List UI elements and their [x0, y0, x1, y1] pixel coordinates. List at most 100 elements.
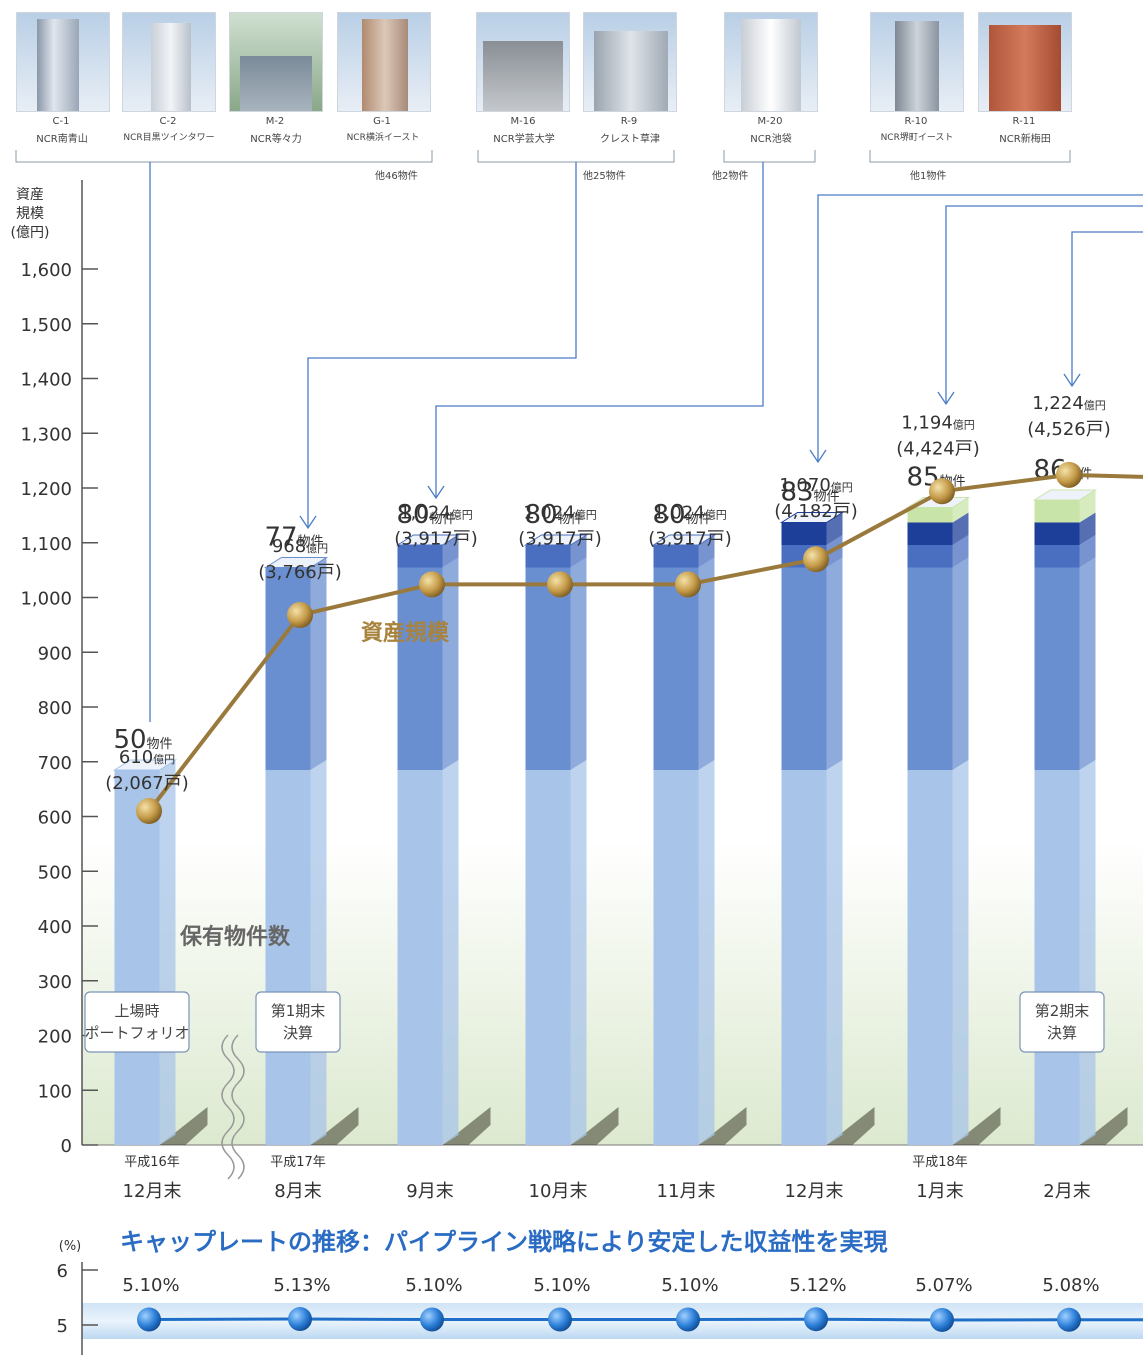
bar-side — [570, 760, 587, 1145]
axis-break — [231, 1034, 245, 1180]
cap-y-tick-label: 6 — [57, 1261, 68, 1282]
cap-rate-label: 5.12% — [789, 1275, 846, 1296]
cap-rate-point — [288, 1307, 312, 1332]
count-unit: 物件 — [430, 512, 456, 527]
others-count: 他1物件 — [910, 171, 947, 182]
unit-count-label: (3,917戸) — [518, 528, 602, 549]
bar-segment — [525, 567, 571, 770]
property-name: NCR南青山 — [36, 134, 88, 145]
data-labels: 610億円 (2,067戸) 968億円 (3,766戸) 1,024億円 (3,917戸… — [105, 393, 1111, 794]
period-callout — [255, 991, 341, 1053]
bar-side — [1079, 535, 1096, 568]
y-tick-label: 200 — [38, 1027, 72, 1048]
y-tick-label: 1,100 — [20, 534, 72, 555]
bar-side — [1079, 557, 1096, 770]
property-code: M-2 — [265, 116, 285, 127]
bar-side — [310, 557, 327, 770]
period-callout — [1019, 991, 1105, 1053]
bar-segment — [781, 522, 827, 545]
cap-rate-point — [420, 1307, 444, 1332]
y-axis-title: (億円) — [11, 225, 50, 241]
asset-unit: 億円 — [451, 508, 473, 521]
bar-side — [570, 535, 587, 568]
asset-point — [803, 546, 829, 573]
bar-top — [263, 557, 329, 568]
bar-segment — [907, 522, 953, 545]
others-count: 他2物件 — [712, 171, 749, 182]
asset-point — [547, 571, 573, 598]
period-callout-text: 上場時 — [114, 1002, 159, 1020]
others-count: 他25物件 — [583, 171, 626, 182]
period-month-label: 11月末 — [657, 1181, 716, 1202]
axis-break — [221, 1034, 235, 1180]
bar-side — [442, 535, 459, 568]
bar-segment — [907, 770, 953, 1145]
y-axis-title: 規模 — [16, 206, 44, 222]
period-callout-text: 決算 — [283, 1024, 313, 1042]
arrow-head — [1063, 373, 1081, 388]
bar-side — [826, 512, 843, 545]
others-count: 他46物件 — [375, 171, 418, 182]
asset-point — [929, 478, 955, 505]
cap-y-tick-label: 5 — [57, 1316, 68, 1337]
cap-rate-point — [930, 1307, 954, 1332]
cap-rate-point — [676, 1307, 700, 1332]
unit-count-label: (4,526戸) — [1027, 419, 1111, 440]
bar-segment — [907, 545, 953, 568]
property-code: M-16 — [510, 116, 536, 127]
property-brackets — [15, 150, 1071, 163]
bar-segment — [265, 567, 311, 770]
y-tick-label: 1,500 — [20, 315, 72, 336]
asset-unit: 億円 — [953, 418, 975, 431]
bar-segment — [265, 770, 311, 1145]
y-tick-label: 400 — [38, 917, 72, 938]
property-photo — [978, 12, 1072, 112]
cap-rate-label: 5.10% — [661, 1275, 718, 1296]
acquisition-arrows — [149, 162, 1143, 722]
y-tick-label: 700 — [38, 753, 72, 774]
property-code: G-1 — [373, 116, 391, 127]
acquisition-arrow — [945, 205, 1143, 404]
bar-side — [952, 535, 969, 568]
asset-point — [136, 798, 162, 825]
bar-segment — [653, 567, 699, 770]
bar-side — [1079, 512, 1096, 545]
bar-top — [523, 534, 589, 546]
bar-side — [1079, 760, 1096, 1145]
asset-series-label: 資産規模 — [361, 620, 450, 646]
bar-side — [442, 760, 459, 1145]
property-group-bracket — [869, 150, 1071, 163]
bar-side — [159, 760, 176, 1145]
chart-background — [82, 840, 1143, 1145]
asset-point — [287, 602, 313, 629]
property-code: M-20 — [757, 116, 783, 127]
asset-point — [419, 571, 445, 598]
bar-segment — [1034, 770, 1080, 1145]
bar-top — [395, 534, 461, 546]
property-code: R-9 — [620, 116, 638, 127]
y-tick-label: 300 — [38, 972, 72, 993]
period-month-label: 12月末 — [123, 1181, 182, 1202]
arrow-head — [427, 485, 445, 500]
bar-segment — [781, 770, 827, 1145]
y-tick-label: 500 — [38, 862, 72, 883]
bar-segment — [397, 545, 443, 568]
property-name: クレスト草津 — [600, 134, 660, 145]
asset-value-label: 968億円 — [272, 536, 328, 557]
period-month-label: 2月末 — [1043, 1181, 1090, 1202]
y-axis: 資産規模 (億円) 1,600 1,500 1,400 1,300 1,200 1,100 1,… — [11, 180, 1143, 1157]
property-code: R-10 — [904, 116, 928, 127]
asset-unit: 億円 — [575, 508, 597, 521]
property-name: NCR横浜イースト — [346, 133, 420, 143]
unit-count-label: (3,766戸) — [258, 562, 342, 583]
property-group-bracket — [15, 150, 433, 163]
period-callout — [84, 991, 190, 1053]
cap-rate-label: 5.10% — [405, 1275, 462, 1296]
unit-count-label: (3,917戸) — [648, 528, 732, 549]
property-photo — [122, 12, 216, 112]
property-name: NCR目黒ツインタワー — [123, 133, 215, 143]
property-count-label: 77物件 — [264, 523, 323, 553]
period-month-label: 1月末 — [916, 1181, 963, 1202]
cap-rate-point — [548, 1307, 572, 1332]
